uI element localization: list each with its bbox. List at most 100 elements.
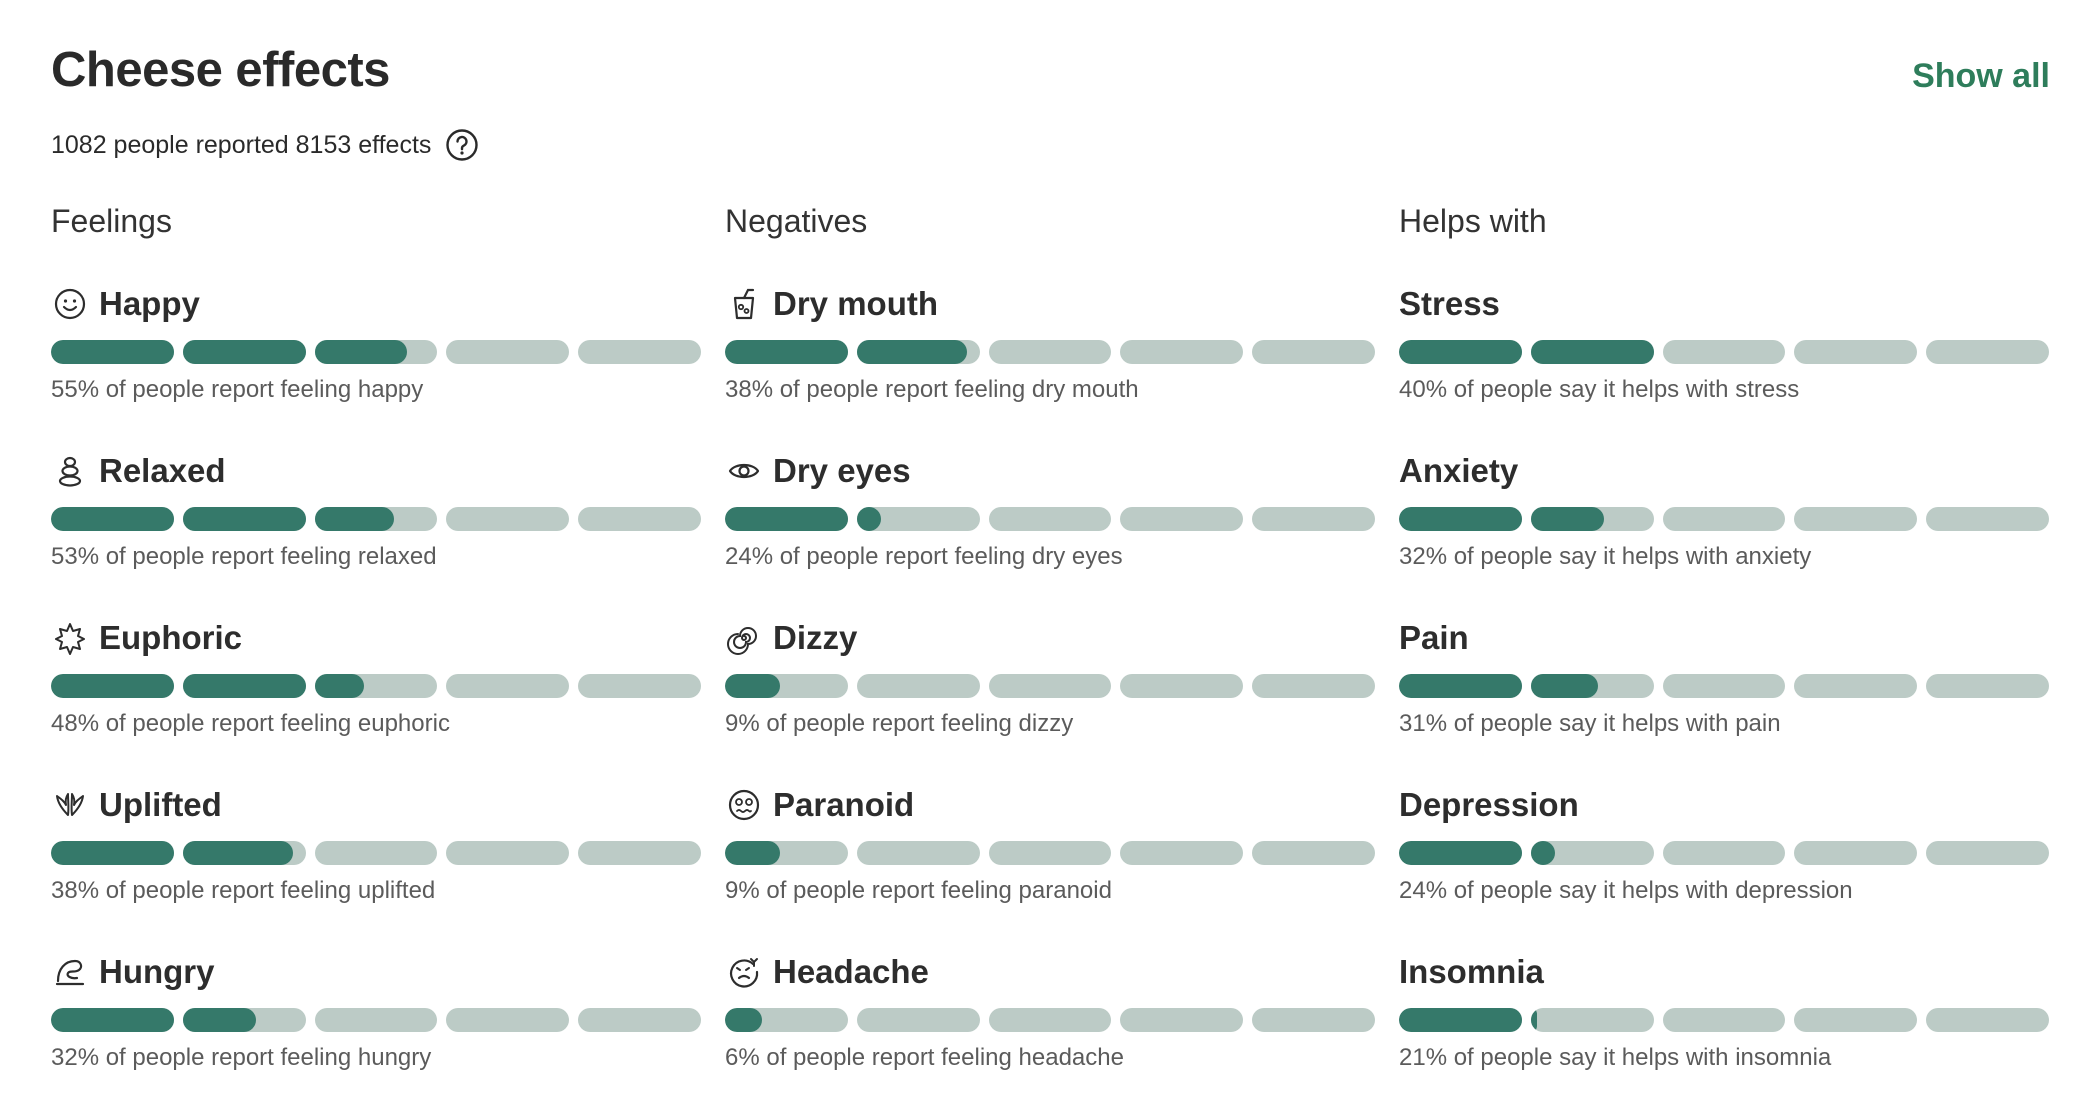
bar-segment (856, 1008, 980, 1032)
effect-header: Insomnia (1399, 950, 2049, 994)
effect-name: Paranoid (773, 786, 915, 823)
effect-header: Headache (725, 950, 1375, 994)
bar-segment (988, 674, 1112, 698)
bar-fill (182, 340, 306, 364)
bar-fill (725, 1008, 762, 1032)
effect-name: Dizzy (773, 619, 858, 656)
bar-segment (1926, 1008, 2049, 1032)
bar-segment (182, 1008, 306, 1032)
effect-dizzy: Dizzy 9% of people report feeling dizzy (725, 616, 1375, 783)
effect-name: Dry eyes (773, 452, 911, 489)
bar-segment (1926, 841, 2049, 865)
bar-segment (1530, 507, 1654, 531)
help-question-icon[interactable] (445, 128, 479, 162)
bar-fill (725, 841, 781, 865)
bar-segment (1794, 1008, 1918, 1032)
effect-name: Uplifted (99, 786, 222, 823)
bar-segment (1794, 340, 1918, 364)
bar-segment (1794, 841, 1918, 865)
effect-name: Pain (1399, 619, 1469, 656)
bar-fill (182, 841, 294, 865)
bar-segment (578, 1008, 701, 1032)
effect-description: 24% of people report feeling dry eyes (725, 543, 1123, 570)
effect-header: Hungry (51, 950, 701, 994)
bar-fill (1399, 1008, 1522, 1032)
bar-fill (1530, 507, 1605, 531)
bar-fill (1399, 340, 1522, 364)
bar-segment (1662, 674, 1786, 698)
bar-segment (314, 674, 438, 698)
column-feelings: Feelings Happy 55% of people report feelin… (51, 198, 701, 1117)
bar-segment (578, 340, 701, 364)
effect-header: Anxiety (1399, 449, 2049, 493)
effect-header: Depression (1399, 783, 2049, 827)
bar-segment (1399, 674, 1522, 698)
bar-segment (1399, 1008, 1522, 1032)
bar-segment (988, 507, 1112, 531)
happy-face-icon (51, 285, 89, 323)
effect-percent-bar (1399, 841, 2049, 865)
column-helps-with: Helps with Stress 40% of people say it hel… (1399, 198, 2049, 1117)
bar-fill (725, 507, 848, 531)
effect-header: Euphoric (51, 616, 701, 660)
bar-segment (446, 841, 570, 865)
bar-segment (182, 841, 306, 865)
effect-percent-bar (725, 841, 1375, 865)
effect-percent-bar (51, 841, 701, 865)
bar-segment (1662, 841, 1786, 865)
bar-segment (856, 674, 980, 698)
effect-percent-bar (725, 340, 1375, 364)
effect-hungry: Hungry 32% of people report feeling hungr… (51, 950, 701, 1117)
bar-segment (1794, 507, 1918, 531)
effect-percent-bar (51, 507, 701, 531)
effects-columns: Feelings Happy 55% of people report feelin… (51, 198, 2050, 1117)
bar-segment (856, 340, 980, 364)
effect-description: 32% of people report feeling hungry (51, 1044, 432, 1071)
bar-segment (578, 841, 701, 865)
bar-segment (1120, 1008, 1244, 1032)
bar-fill (51, 841, 174, 865)
bar-segment (1252, 507, 1375, 531)
bar-segment (1120, 340, 1244, 364)
bar-segment (314, 340, 438, 364)
effect-header: Happy (51, 282, 701, 326)
effect-stress: Stress 40% of people say it helps with st… (1399, 282, 2049, 449)
bar-fill (1530, 1008, 1537, 1032)
drink-cup-icon (725, 285, 763, 323)
paranoid-face-icon (725, 786, 763, 824)
bar-segment (988, 340, 1112, 364)
bar-fill (856, 507, 882, 531)
effect-description: 53% of people report feeling relaxed (51, 543, 437, 570)
effect-description: 38% of people report feeling dry mouth (725, 376, 1139, 403)
bar-segment (182, 507, 306, 531)
bar-segment (314, 841, 438, 865)
effect-description: 9% of people report feeling dizzy (725, 710, 1074, 737)
bar-fill (725, 674, 781, 698)
bar-segment (446, 507, 570, 531)
effect-header: Dry mouth (725, 282, 1375, 326)
section-title: Cheese effects (51, 43, 390, 97)
effect-description: 9% of people report feeling paranoid (725, 877, 1112, 904)
bar-segment (1252, 841, 1375, 865)
effect-name: Stress (1399, 285, 1500, 322)
bar-fill (51, 507, 174, 531)
bar-segment (1252, 674, 1375, 698)
bar-segment (1399, 841, 1522, 865)
bar-segment (1530, 1008, 1654, 1032)
effect-description: 6% of people report feeling headache (725, 1044, 1124, 1071)
effect-dry-mouth: Dry mouth 38% of people report feeling dr… (725, 282, 1375, 449)
effect-pain: Pain 31% of people say it helps with pain (1399, 616, 2049, 783)
bar-segment (856, 841, 980, 865)
effect-percent-bar (51, 674, 701, 698)
bar-fill (51, 340, 174, 364)
bar-fill (314, 507, 395, 531)
bar-fill (314, 674, 364, 698)
effect-happy: Happy 55% of people report feeling happy (51, 282, 701, 449)
effect-description: 38% of people report feeling uplifted (51, 877, 436, 904)
effect-percent-bar (1399, 1008, 2049, 1032)
show-all-link[interactable]: Show all (1912, 57, 2050, 95)
summary-text: 1082 people reported 8153 effects (51, 131, 432, 159)
effect-description: 40% of people say it helps with stress (1399, 376, 1800, 403)
effect-header: Relaxed (51, 449, 701, 493)
bar-fill (856, 340, 968, 364)
